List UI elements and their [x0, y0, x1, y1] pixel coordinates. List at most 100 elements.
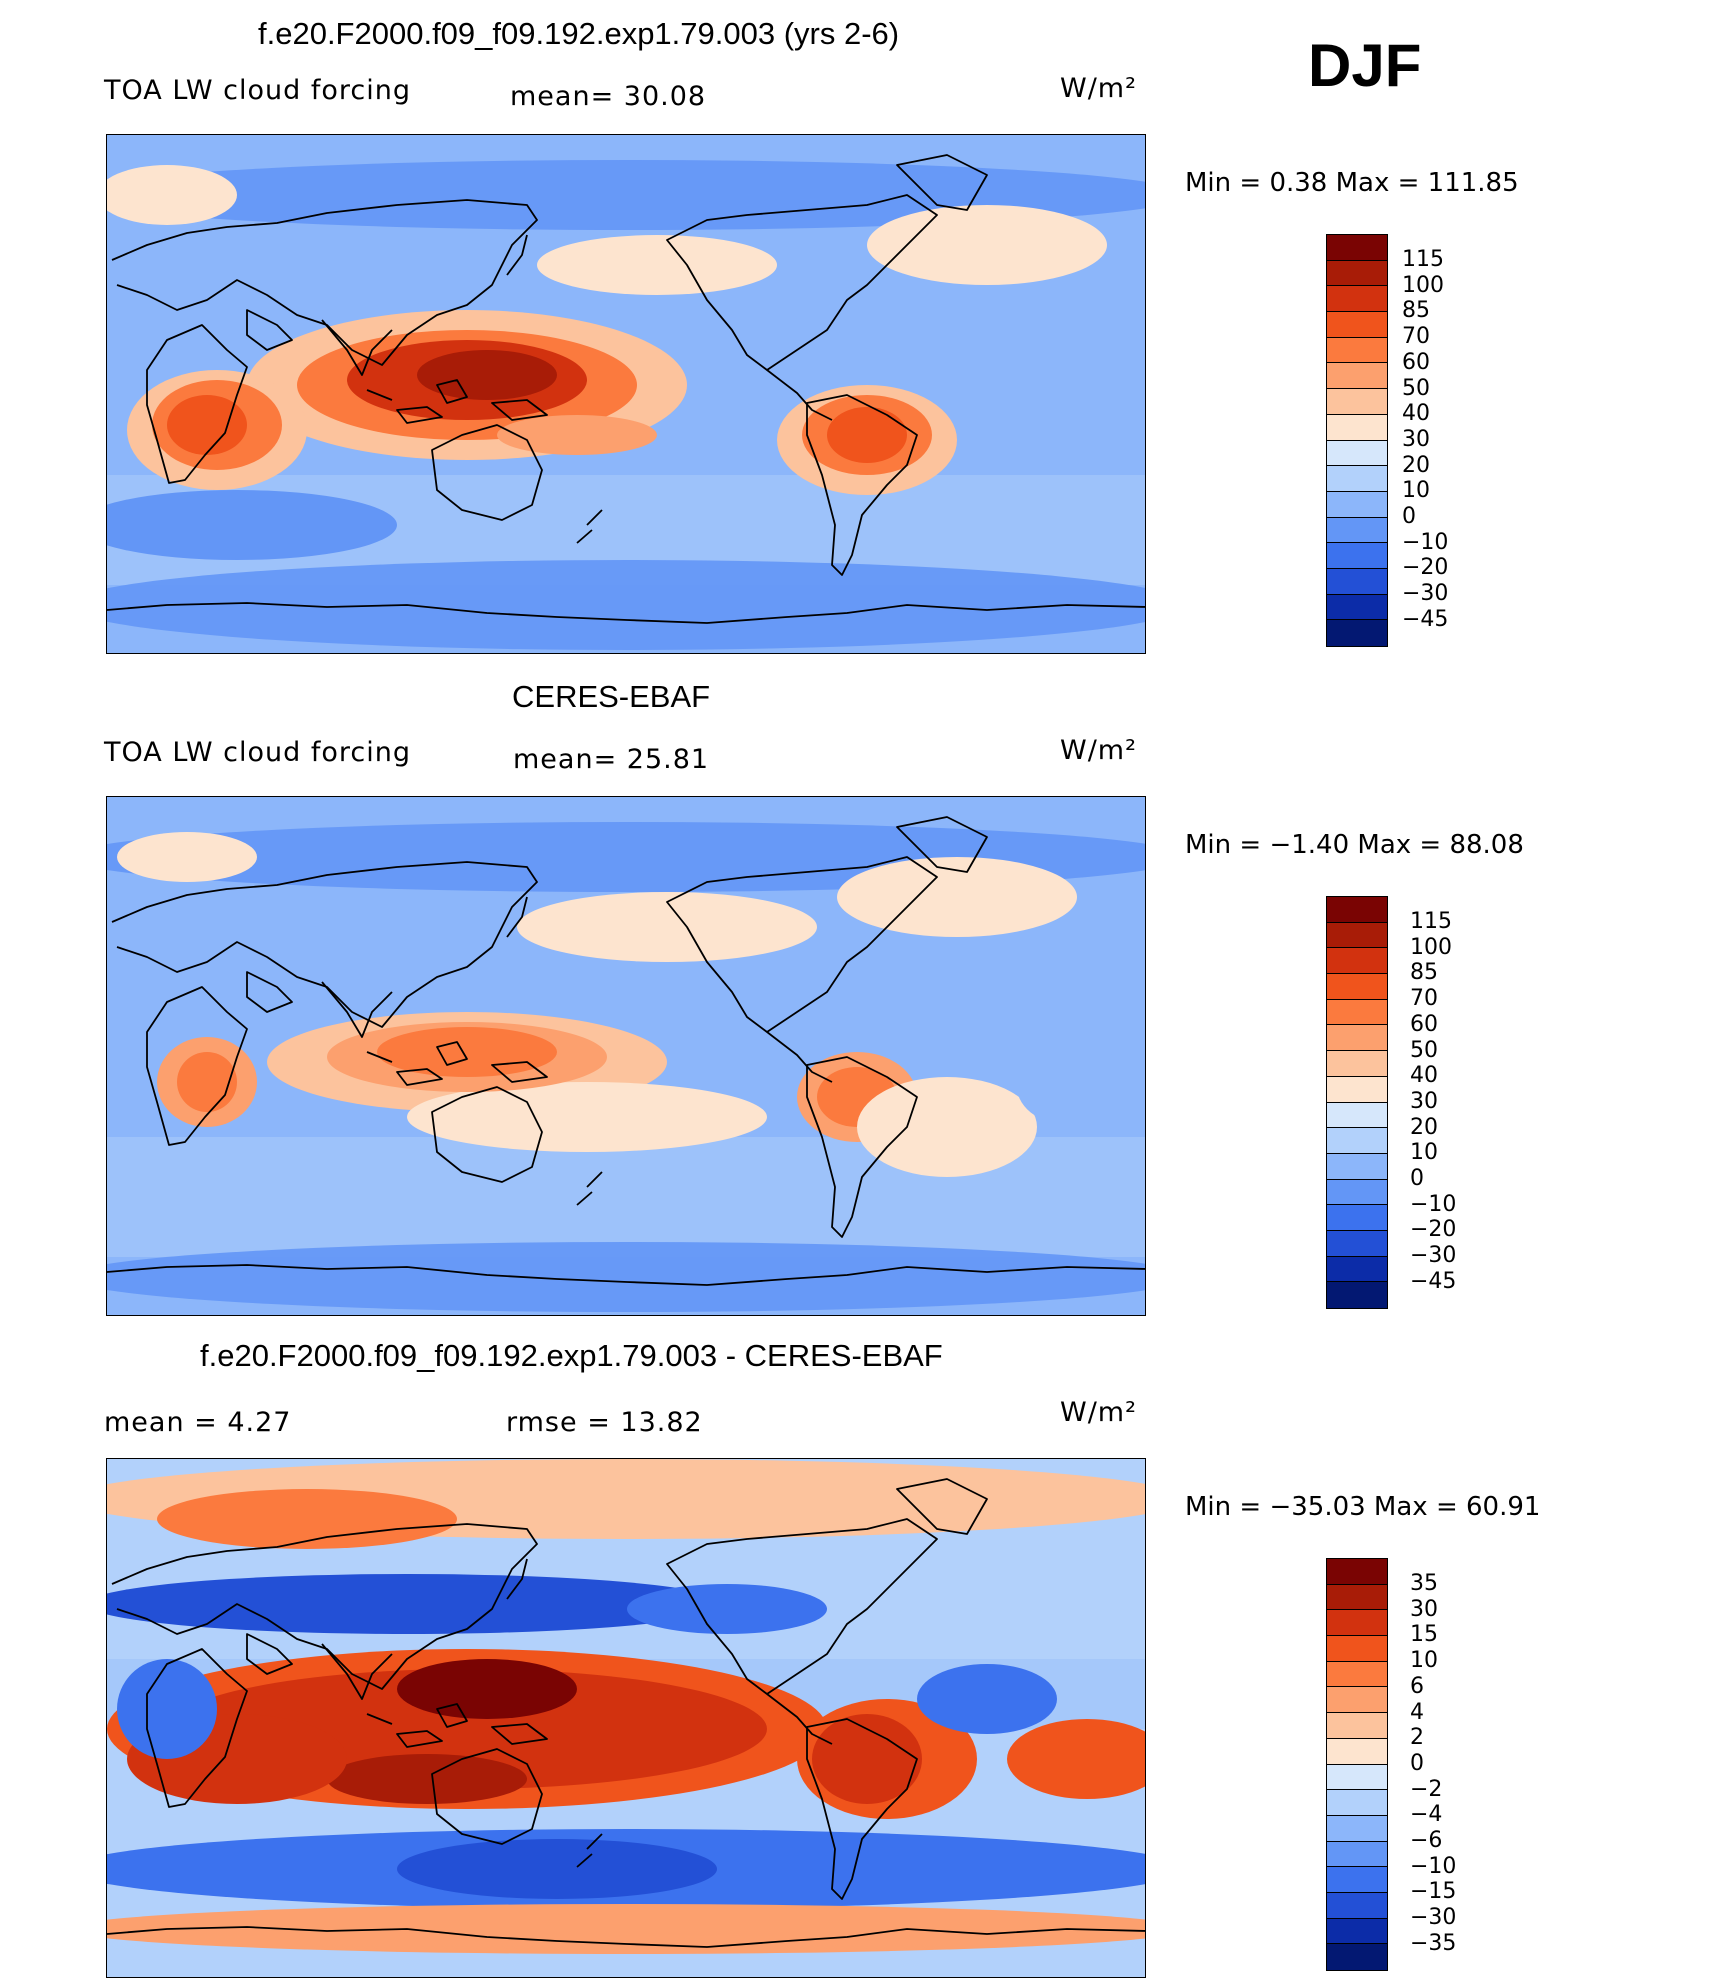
colorbar-swatch — [1327, 1051, 1387, 1077]
coastline — [431, 424, 543, 521]
coastline — [766, 369, 833, 421]
panel-2-variable-label: TOA LW cloud forcing — [104, 737, 411, 768]
colorbar-swatch — [1327, 1025, 1387, 1052]
colorbar-swatch — [1327, 414, 1387, 441]
coastline — [506, 1558, 528, 1600]
panel-3-colorbar — [1326, 1558, 1388, 1971]
coastline — [766, 1693, 833, 1745]
colorbar-tick-label: −30 — [1402, 581, 1449, 607]
panel-3-title: f.e20.F2000.f09_f09.192.exp1.79.003 - CE… — [200, 1338, 943, 1373]
coastline — [107, 1926, 1145, 1948]
coastline — [491, 1061, 548, 1083]
colorbar-tick-label: 15 — [1410, 1622, 1438, 1648]
colorbar-swatch — [1327, 235, 1387, 261]
colorbar-tick-label: −20 — [1410, 1217, 1457, 1243]
colorbar-swatch — [1327, 1102, 1387, 1129]
colorbar-tick-label: −2 — [1410, 1776, 1443, 1802]
panel-2-map — [106, 796, 1146, 1316]
contour-region — [627, 1584, 827, 1634]
contour-region — [107, 560, 1145, 650]
contour-region — [1007, 1719, 1145, 1799]
colorbar-swatch — [1327, 260, 1387, 287]
colorbar-swatch — [1327, 1764, 1387, 1791]
panel-3-map — [106, 1458, 1146, 1978]
colorbar-tick-label: 35 — [1410, 1571, 1438, 1596]
coastline — [321, 1643, 393, 1700]
panel-1-mean-label: mean= 30.08 — [510, 81, 707, 112]
coastline — [111, 199, 538, 366]
colorbar-tick-label: −6 — [1410, 1828, 1443, 1853]
coastline — [396, 1730, 443, 1748]
contour-region — [107, 1574, 727, 1634]
panel-3-rmse-label: rmse = 13.82 — [506, 1407, 703, 1438]
colorbar-tick-label: 20 — [1402, 452, 1430, 478]
contour-region — [107, 160, 1145, 230]
panel-2-mean-label: mean= 25.81 — [513, 744, 710, 775]
coastline — [491, 399, 548, 421]
colorbar-tick-label: −20 — [1402, 555, 1449, 581]
colorbar-swatch — [1327, 337, 1387, 364]
colorbar-tick-label: 115 — [1410, 909, 1452, 934]
colorbar-swatch — [1327, 440, 1387, 467]
coastline — [366, 389, 393, 401]
colorbar-tick-label: 30 — [1402, 426, 1430, 452]
season-label: DJF — [1308, 32, 1422, 99]
coastline — [146, 986, 248, 1146]
colorbar-tick-label: 0 — [1402, 504, 1416, 529]
colorbar-swatch — [1327, 922, 1387, 949]
colorbar-tick-label: 10 — [1402, 478, 1430, 504]
colorbar-swatch — [1327, 1559, 1387, 1585]
contour-region — [117, 1659, 217, 1759]
colorbar-swatch — [1327, 363, 1387, 390]
coastline — [246, 971, 293, 1013]
colorbar-swatch — [1327, 1944, 1387, 1970]
field-plot — [107, 797, 1145, 1315]
coastline — [321, 319, 393, 376]
coastline — [321, 981, 393, 1038]
coastline — [431, 1748, 543, 1845]
colorbar-swatch — [1327, 1713, 1387, 1739]
coastline — [436, 1041, 468, 1066]
coastline — [436, 379, 468, 404]
contour-region — [167, 395, 247, 455]
colorbar-swatch — [1327, 897, 1387, 923]
colorbar-tick-label: 115 — [1402, 247, 1444, 272]
contour-region — [117, 832, 257, 882]
colorbar-swatch — [1327, 1815, 1387, 1842]
panel-1-min-max: Min = 0.38 Max = 111.85 — [1185, 168, 1519, 198]
colorbar-tick-label: 10 — [1410, 1140, 1438, 1166]
contour-region — [407, 1082, 767, 1152]
colorbar-tick-label: 100 — [1402, 272, 1444, 298]
coastline — [431, 1086, 543, 1183]
colorbar-tick-label: 2 — [1410, 1725, 1424, 1751]
coastline — [111, 1523, 538, 1690]
colorbar-swatch — [1327, 517, 1387, 544]
coastline — [366, 1051, 393, 1063]
colorbar-swatch — [1327, 948, 1387, 975]
panel-1-variable-label: TOA LW cloud forcing — [104, 75, 411, 106]
colorbar-tick-label: 100 — [1410, 934, 1452, 960]
colorbar-swatch — [1327, 999, 1387, 1026]
colorbar-swatch — [1327, 1661, 1387, 1688]
colorbar-tick-label: −35 — [1410, 1930, 1457, 1956]
coastline — [246, 309, 293, 351]
colorbar-swatch — [1327, 1076, 1387, 1103]
coastline — [246, 1633, 293, 1675]
colorbar-swatch — [1327, 1205, 1387, 1231]
colorbar-tick-label: −10 — [1402, 529, 1449, 555]
colorbar-swatch — [1327, 1892, 1387, 1919]
colorbar-tick-label: 85 — [1410, 960, 1438, 986]
colorbar-tick-label: 4 — [1410, 1699, 1424, 1725]
coastline — [576, 509, 603, 544]
colorbar-tick-label: −30 — [1410, 1243, 1457, 1269]
colorbar-tick-label: −10 — [1410, 1191, 1457, 1217]
colorbar-swatch — [1327, 1610, 1387, 1637]
contour-region — [537, 235, 777, 295]
colorbar-swatch — [1327, 286, 1387, 313]
coastline — [896, 154, 988, 211]
coastline — [107, 1264, 1145, 1286]
colorbar-tick-label: −45 — [1410, 1268, 1457, 1294]
colorbar-swatch — [1327, 389, 1387, 415]
colorbar-tick-label: 85 — [1402, 298, 1430, 324]
colorbar-tick-label: 70 — [1402, 324, 1430, 350]
